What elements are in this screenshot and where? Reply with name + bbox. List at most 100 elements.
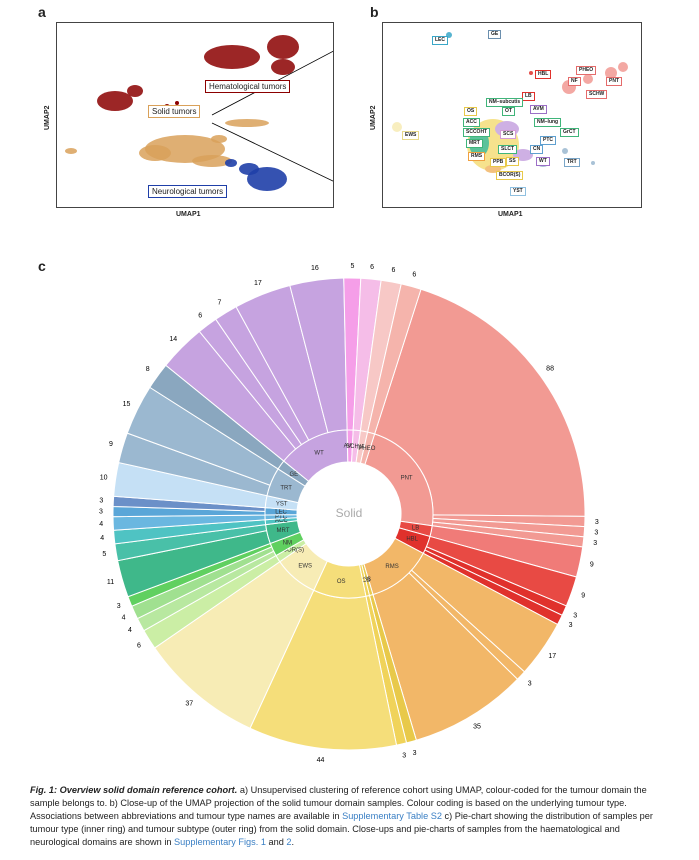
supp-fig1-link[interactable]: Supplementary Figs. 1 [174, 837, 266, 847]
outer-slice-value: 6 [412, 272, 416, 279]
inner-slice-label: BCOR(S) [279, 548, 304, 554]
tag-ppb: PPB [490, 158, 507, 167]
outer-slice-value: 9 [581, 592, 585, 599]
inner-slice-label: YST [276, 502, 288, 508]
tag-sccoht: SCCOHT [463, 128, 491, 137]
outer-slice-value: 15 [123, 401, 131, 408]
tag-ot: OT [502, 107, 515, 116]
inner-slice-label: OS [337, 579, 346, 585]
tag-ews: EWS [402, 131, 420, 140]
panel-a-letter: a [38, 4, 46, 20]
outer-slice-value: 88 [546, 366, 554, 373]
solid-cluster [65, 119, 269, 167]
inner-slice-label: NF [357, 445, 365, 451]
hema-label: Hematological tumors [205, 80, 291, 93]
outer-slice-value: 6 [391, 267, 395, 274]
outer-slice-value: 10 [100, 474, 108, 481]
outer-slice-value: 3 [99, 508, 103, 515]
inner-slice-label: PHEO [358, 446, 375, 452]
outer-slice-value: 44 [317, 757, 325, 764]
inner-slice-label: WT [314, 451, 324, 457]
supp-fig2-link[interactable]: 2 [286, 837, 292, 847]
outer-slice-value: 11 [107, 579, 114, 586]
panel-c-letter: c [38, 258, 46, 274]
inner-slice-label: SCS [358, 578, 370, 584]
tag-trt: TRT [564, 158, 580, 167]
outer-slice-value: 3 [117, 603, 121, 610]
tag-nf: NF [568, 77, 581, 86]
tag-slct: SLCT [498, 145, 518, 154]
tag-ge: GE [488, 30, 502, 39]
tag-lec: LEC [432, 36, 448, 45]
outer-slice-value: 3 [594, 529, 598, 536]
outer-slice-value: 6 [370, 264, 374, 271]
inner-slice-label: NM [283, 540, 292, 546]
panel-b-letter: b [370, 4, 379, 20]
inner-slice-label: ACC [275, 518, 288, 524]
outer-slice-value: 6 [198, 312, 202, 319]
tag-cn: CN [530, 145, 544, 154]
inner-slice-label: EWS [298, 564, 312, 570]
neuro-label: Neurological tumors [148, 185, 228, 198]
tag-scs: SCS [500, 130, 517, 139]
tag-hbl: HBL [535, 70, 552, 79]
caption-body-2: c) Pie-chart showing the distribution of… [30, 811, 653, 847]
outer-slice-value: 14 [169, 336, 177, 343]
umap-b-ylabel: UMAP2 [370, 105, 377, 130]
umap-a-xlabel: UMAP1 [176, 211, 201, 218]
outer-slice-value: 4 [99, 521, 103, 528]
tag-nm-subcutis: NM–subcutis [486, 98, 524, 107]
umap-a-scatter [65, 24, 384, 206]
tag-ss: SS [506, 157, 519, 166]
umap-a-ylabel: UMAP2 [44, 105, 51, 130]
outer-slice-value: 3 [569, 622, 573, 629]
tag-pheo: PHEO [576, 66, 597, 75]
supp-table-link[interactable]: Supplementary Table S2 [342, 811, 442, 821]
tag-ptc: PTC [540, 136, 556, 145]
outer-slice-value: 4 [128, 627, 132, 634]
inner-slice-label: MRT [277, 528, 290, 534]
tag-schw: SCHW [586, 90, 608, 99]
outer-slice-value: 3 [413, 750, 417, 757]
tag-avm: AVM [530, 105, 547, 114]
inner-slice-label: TRT [280, 486, 292, 492]
inner-slice-label: GE [289, 472, 298, 478]
outer-slice-value: 3 [402, 753, 406, 760]
tag-os: OS [464, 107, 478, 116]
inner-slice-label: PNT [401, 475, 413, 481]
tag-wt: WT [536, 157, 550, 166]
umap-plot-a [56, 22, 384, 208]
caption-body-1: a) Unsupervised clustering of reference … [30, 785, 647, 821]
caption-lead: Fig. 1: Overview solid domain reference … [30, 785, 238, 795]
outer-slice-value: 4 [100, 535, 104, 542]
inner-slice-label: SS [363, 577, 371, 583]
outer-slice-value: 9 [590, 561, 594, 568]
outer-slice-value: 5 [350, 263, 354, 270]
caption-body-3: and [265, 837, 287, 847]
solid-label: Solid tumors [148, 105, 201, 118]
outer-slice-value: 37 [185, 701, 193, 708]
caption-body-4: . [291, 837, 295, 847]
pie-center [297, 462, 401, 566]
inner-slice-label: PTC [275, 514, 288, 520]
figure-caption: Fig. 1: Overview solid domain reference … [30, 784, 670, 849]
solid-domain-pie-chart: 8833399331733533443764431154433109158146… [99, 263, 599, 764]
outer-slice-value: 3 [573, 612, 577, 619]
outer-slice-value: 5 [102, 551, 106, 558]
inner-slice-label: HBL [406, 537, 418, 543]
inner-slice-label: SCHW [346, 444, 365, 450]
outer-slice-value: 7 [218, 299, 222, 306]
outer-slice-value: 4 [122, 614, 126, 621]
outer-slice-value: 8 [146, 366, 150, 373]
tag-grct: GrCT [560, 128, 579, 137]
inner-slice-label: AVM [344, 444, 357, 450]
umap-b-xlabel: UMAP1 [498, 211, 523, 218]
inner-slice-label: LB [412, 525, 419, 531]
outer-slice-value: 6 [137, 643, 141, 650]
outer-slice-value: 17 [548, 653, 556, 660]
tag-rms: RMS [468, 152, 486, 161]
outer-slice-value: 16 [311, 265, 319, 272]
tag-acc: ACC [463, 118, 480, 127]
outer-slice-value: 17 [254, 280, 262, 287]
inner-slice-label: RMS [385, 564, 398, 570]
